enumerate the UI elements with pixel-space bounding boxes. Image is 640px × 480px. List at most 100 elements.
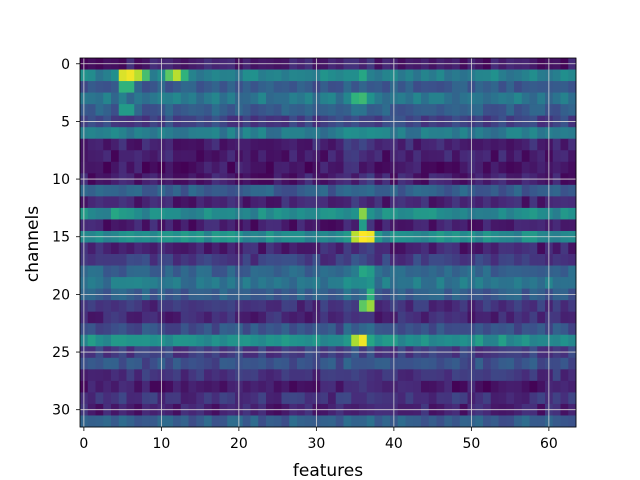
heatmap-cell xyxy=(320,104,329,117)
heatmap-cell xyxy=(568,265,577,278)
heatmap-cell xyxy=(304,69,313,82)
heatmap-cell xyxy=(258,127,267,140)
heatmap-cell xyxy=(103,369,112,382)
heatmap-cell xyxy=(165,357,174,370)
heatmap-cell xyxy=(266,415,275,428)
heatmap-cell xyxy=(87,161,96,174)
heatmap-cell xyxy=(436,415,445,428)
heatmap-cell xyxy=(529,92,538,105)
heatmap-cell xyxy=(483,311,492,324)
heatmap-cell xyxy=(343,127,352,140)
heatmap-cell xyxy=(335,150,344,163)
heatmap-cell xyxy=(297,277,306,290)
heatmap-cell xyxy=(95,207,104,220)
heatmap-cell xyxy=(142,334,151,347)
heatmap-cell xyxy=(452,92,461,105)
heatmap-cell xyxy=(250,254,259,266)
heatmap-cell xyxy=(188,161,197,174)
heatmap-cell xyxy=(374,357,383,370)
heatmap-cell xyxy=(514,357,523,370)
heatmap-cell xyxy=(506,392,515,405)
heatmap-cell xyxy=(297,196,306,209)
heatmap-cell xyxy=(475,161,484,174)
heatmap-cell xyxy=(188,69,197,82)
heatmap-cell xyxy=(297,69,306,82)
heatmap-cell xyxy=(297,92,306,105)
heatmap-cell xyxy=(351,242,360,255)
heatmap-cell xyxy=(103,254,112,266)
heatmap-cell xyxy=(366,184,375,197)
heatmap-cell xyxy=(134,334,143,347)
heatmap-cell xyxy=(204,334,213,347)
heatmap-cell xyxy=(343,150,352,163)
heatmap-cell xyxy=(413,150,422,163)
heatmap-cell xyxy=(134,254,143,266)
heatmap-cell xyxy=(490,92,499,105)
heatmap-cell xyxy=(149,207,158,220)
heatmap-cell xyxy=(537,219,546,232)
heatmap-cell xyxy=(436,265,445,278)
heatmap-cell xyxy=(149,369,158,382)
heatmap-cell xyxy=(273,92,282,105)
heatmap-cell xyxy=(111,380,120,393)
heatmap-cell xyxy=(297,254,306,266)
heatmap-cell xyxy=(421,184,430,197)
heatmap-cell xyxy=(374,207,383,220)
heatmap-cell xyxy=(95,392,104,405)
heatmap-cell xyxy=(421,219,430,232)
heatmap-cell xyxy=(126,138,135,151)
heatmap-cell xyxy=(142,323,151,336)
heatmap-cell xyxy=(95,127,104,140)
heatmap-cell xyxy=(490,369,499,382)
heatmap-cell xyxy=(444,104,453,117)
heatmap-cell xyxy=(490,242,499,255)
heatmap-cell xyxy=(452,69,461,82)
heatmap-cell xyxy=(459,150,468,163)
heatmap-cell xyxy=(142,81,151,93)
heatmap-cell xyxy=(521,207,530,220)
heatmap-cell xyxy=(366,254,375,266)
heatmap-cell xyxy=(250,161,259,174)
heatmap-cell xyxy=(297,104,306,117)
heatmap-cell xyxy=(459,184,468,197)
heatmap-cell xyxy=(552,380,561,393)
heatmap-cell xyxy=(95,184,104,197)
heatmap-cell xyxy=(374,161,383,174)
heatmap-cell xyxy=(529,311,538,324)
heatmap-cell xyxy=(366,334,375,347)
heatmap-cell xyxy=(258,357,267,370)
heatmap-cell xyxy=(219,69,228,82)
heatmap-cell xyxy=(483,69,492,82)
y-tick-label: 0 xyxy=(61,57,70,73)
heatmap-cell xyxy=(552,219,561,232)
heatmap-cell xyxy=(289,380,298,393)
heatmap-cell xyxy=(413,311,422,324)
heatmap-cell xyxy=(335,334,344,347)
heatmap-cell xyxy=(521,380,530,393)
heatmap-cell xyxy=(436,369,445,382)
heatmap-cell xyxy=(413,219,422,232)
heatmap-cell xyxy=(397,242,406,255)
heatmap-cell xyxy=(219,219,228,232)
heatmap-cell xyxy=(413,104,422,117)
heatmap-cell xyxy=(95,334,104,347)
heatmap-cell xyxy=(95,92,104,105)
heatmap-cell xyxy=(335,104,344,117)
heatmap-cell xyxy=(173,150,182,163)
heatmap-cell xyxy=(529,415,538,428)
heatmap-cell xyxy=(428,323,437,336)
heatmap-cell xyxy=(359,242,368,255)
heatmap-cell xyxy=(335,300,344,313)
heatmap-cell xyxy=(242,254,251,266)
heatmap-cell xyxy=(118,380,127,393)
heatmap-cell xyxy=(568,334,577,347)
heatmap-cell xyxy=(149,127,158,140)
heatmap-cell xyxy=(281,161,290,174)
heatmap-cell xyxy=(297,369,306,382)
heatmap-cell xyxy=(126,92,135,105)
heatmap-cell xyxy=(95,104,104,117)
heatmap-cell xyxy=(273,81,282,93)
heatmap-cell xyxy=(258,242,267,255)
heatmap-cell xyxy=(227,69,236,82)
heatmap-cell xyxy=(304,184,313,197)
